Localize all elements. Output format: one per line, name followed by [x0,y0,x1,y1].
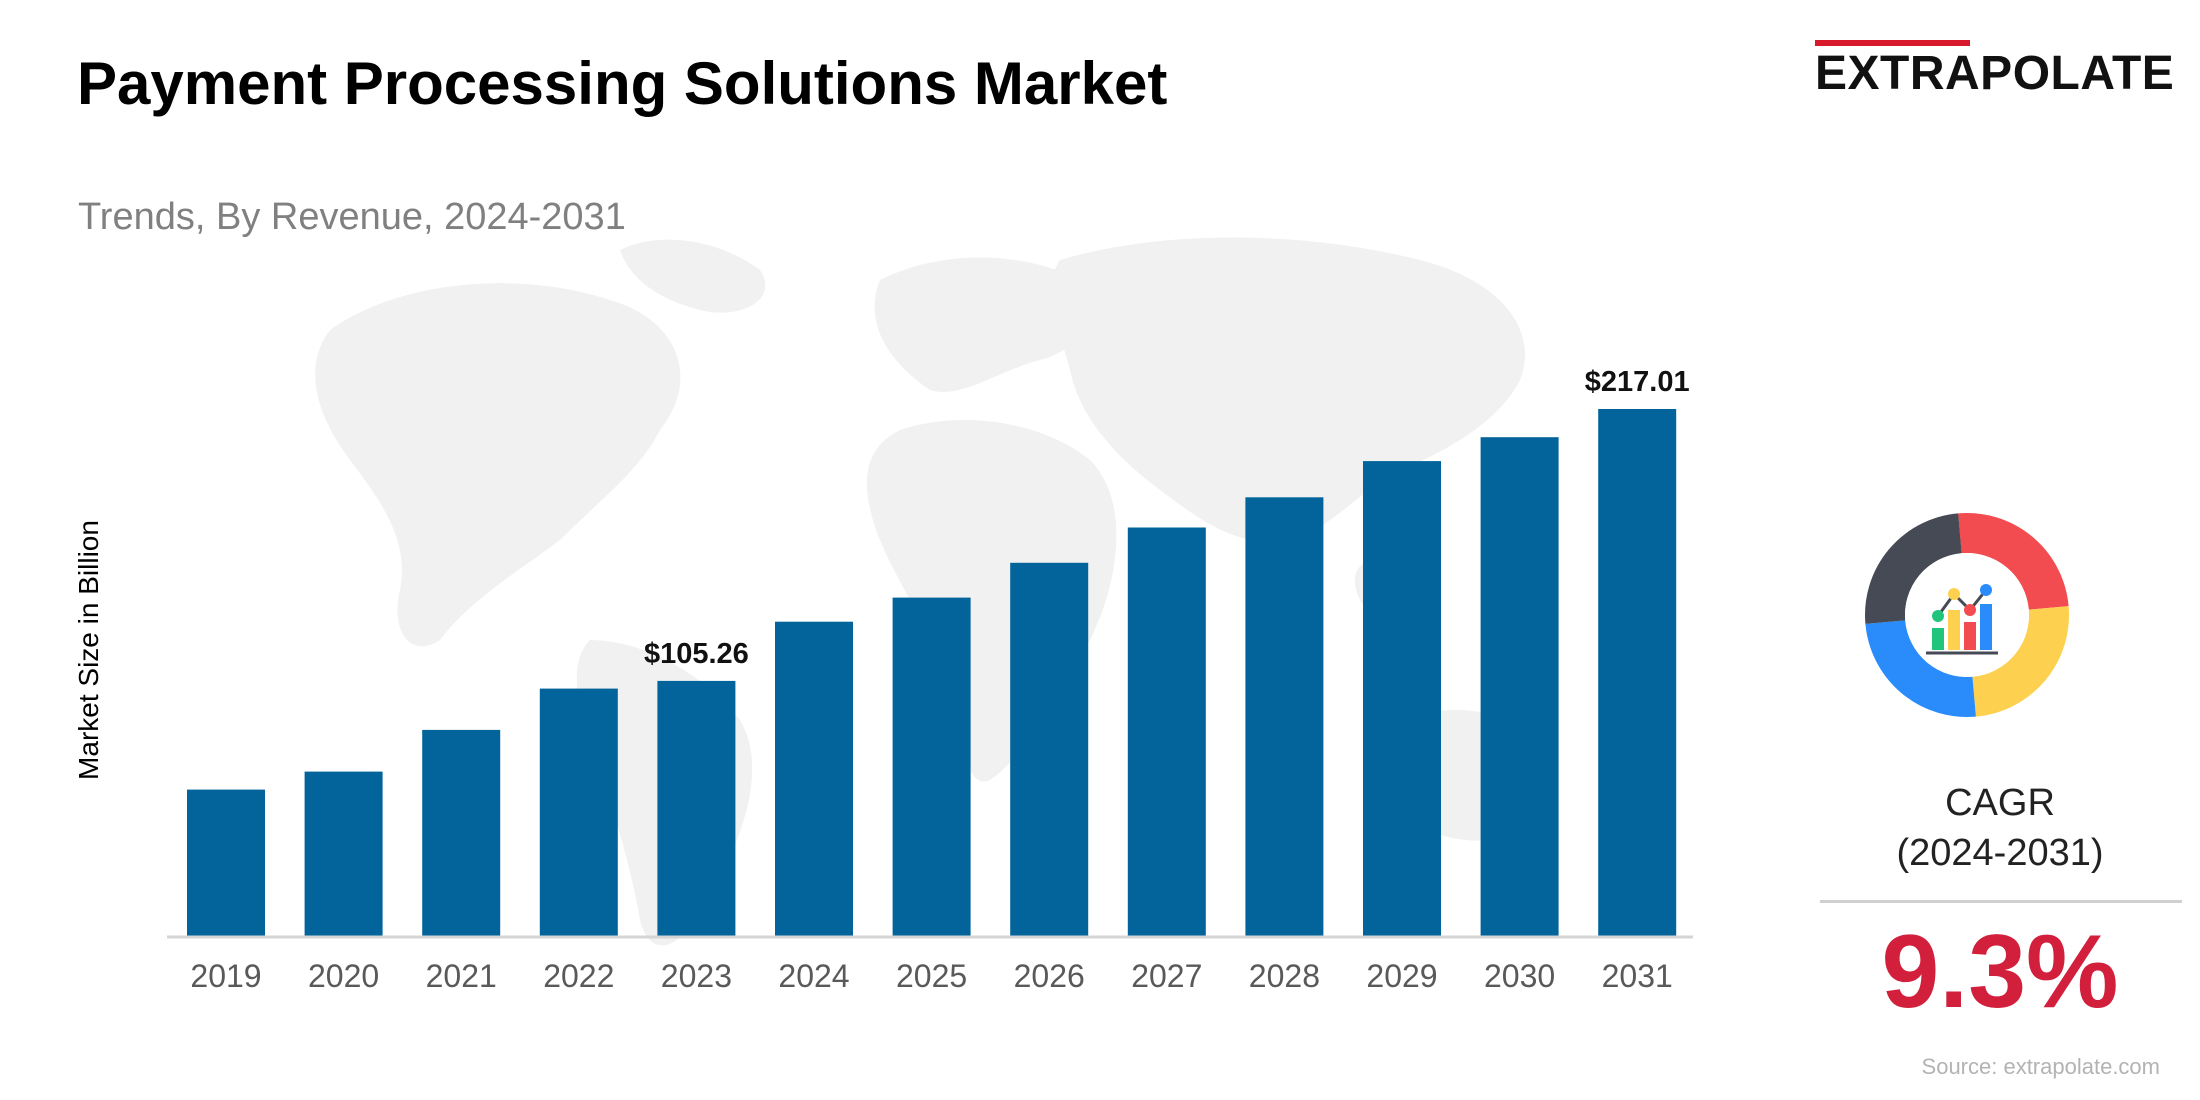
x-tick-2020: 2020 [308,958,379,994]
extrapolate-logo: EXTRAPOLATE [1815,40,2175,100]
x-tick-2029: 2029 [1366,958,1437,994]
y-axis-label: Market Size in Billion [73,520,104,780]
bar-2022 [539,688,618,937]
x-tick-2027: 2027 [1131,958,1202,994]
logo-text: EXTRAPOLATE [1815,47,2175,100]
x-tick-2023: 2023 [661,958,732,994]
bar-2021 [422,729,501,937]
cagr-divider [1820,900,2182,903]
x-tick-2021: 2021 [426,958,497,994]
data-label-2031: $217.01 [1585,366,1690,398]
x-tick-2024: 2024 [778,958,849,994]
bar-2025 [892,597,971,937]
data-label-2023: $105.26 [644,638,749,670]
logo-accent-bar [1815,40,1970,46]
bar-2028 [1245,497,1324,937]
x-tick-2022: 2022 [543,958,614,994]
cagr-label-line2: (2024-2031) [1896,832,2104,874]
x-tick-2025: 2025 [896,958,967,994]
x-tick-2026: 2026 [1014,958,1085,994]
x-tick-2031: 2031 [1602,958,1673,994]
bar-2023 [657,680,736,937]
bar-2020 [304,771,383,937]
x-tick-labels: 2019 2020 2021 2022 2023 2024 2025 2026 2027 2028… [190,958,1672,994]
bar-2027 [1127,527,1206,937]
growth-chart-icon [1865,513,2069,717]
bar-2019 [187,789,265,937]
x-tick-2030: 2030 [1484,958,1555,994]
bar-2029 [1363,461,1441,937]
page-subtitle: Trends, By Revenue, 2024-2031 [78,196,626,238]
bar-2026 [1010,562,1089,937]
bar-2030 [1480,437,1559,937]
bar-2024 [775,621,853,937]
data-labels: $105.26 $217.01 [644,366,1690,670]
source-note: Source: extrapolate.com [1921,1054,2160,1079]
cagr-value: 9.3% [1881,914,2119,1030]
cagr-label-line1: CAGR [1945,782,2055,824]
cagr-label: CAGR (2024-2031) [1820,778,2180,878]
x-tick-2028: 2028 [1249,958,1320,994]
page-title: Payment Processing Solutions Market [77,50,1168,117]
bars [187,409,1677,937]
bar-2031 [1598,409,1677,937]
x-tick-2019: 2019 [190,958,261,994]
